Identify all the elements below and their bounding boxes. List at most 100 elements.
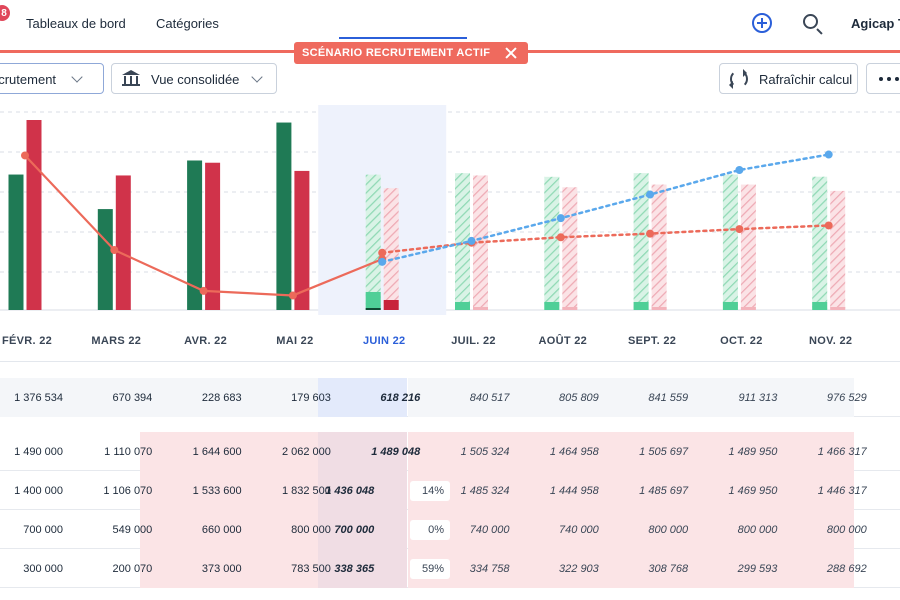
table-cell[interactable]: 783 500 bbox=[291, 562, 331, 575]
table-cell[interactable]: 740 000 bbox=[559, 523, 599, 536]
month-label[interactable]: AOÛT 22 bbox=[538, 335, 588, 347]
table-cell[interactable]: 1 832 500 bbox=[281, 484, 331, 497]
table-cell[interactable]: 1 446 317 bbox=[817, 484, 867, 497]
table-cell[interactable]: 800 000 bbox=[648, 523, 689, 536]
table-cell[interactable]: 911 313 bbox=[738, 391, 778, 404]
bar-expense[interactable] bbox=[205, 162, 221, 310]
table-cell[interactable]: 740 000 bbox=[469, 523, 510, 536]
table-cell[interactable]: 1 469 950 bbox=[728, 484, 778, 497]
month-label[interactable]: JUIN 22 bbox=[362, 335, 406, 347]
table-row[interactable]: 1 400 000 1 106 070 1 533 600 1 832 500 1 43… bbox=[0, 471, 900, 510]
table-cell[interactable]: 1 106 070 bbox=[103, 484, 153, 497]
balance-line-point[interactable] bbox=[110, 246, 119, 254]
table-cell[interactable]: 1 436 048 bbox=[325, 484, 375, 497]
balance-line-point[interactable] bbox=[21, 151, 29, 160]
bar-income[interactable] bbox=[812, 176, 828, 310]
bar-income[interactable] bbox=[97, 209, 113, 310]
table-cell[interactable]: 1 400 000 bbox=[14, 484, 63, 497]
table-cell[interactable]: 670 394 bbox=[112, 391, 153, 404]
forecast-scenario-line-point[interactable] bbox=[735, 166, 744, 174]
bar-income[interactable] bbox=[722, 174, 738, 310]
bar-expense[interactable] bbox=[26, 120, 42, 310]
table-cell[interactable]: 549 000 bbox=[112, 523, 153, 536]
bar-expense[interactable] bbox=[740, 184, 756, 310]
search-icon[interactable] bbox=[803, 14, 818, 29]
table-cell[interactable]: 338 365 bbox=[334, 562, 375, 575]
table-cell[interactable]: 1 464 958 bbox=[549, 445, 599, 458]
notification-badge[interactable]: 8 bbox=[0, 5, 10, 21]
table-cell[interactable]: 1 644 600 bbox=[192, 445, 242, 458]
table-cell[interactable]: 300 000 bbox=[23, 562, 63, 575]
forecast-scenario-line-point[interactable] bbox=[646, 190, 655, 199]
bar-income[interactable] bbox=[544, 176, 560, 310]
month-label[interactable]: MARS 22 bbox=[91, 335, 142, 347]
table-cell[interactable]: 1 533 600 bbox=[192, 484, 242, 497]
brand-name[interactable]: Agicap T bbox=[851, 16, 900, 31]
table-cell[interactable]: 660 000 bbox=[201, 523, 242, 536]
table-cell[interactable]: 800 000 bbox=[291, 523, 331, 536]
table-cell[interactable]: 1 444 958 bbox=[549, 484, 599, 497]
table-cell[interactable]: 1 490 000 bbox=[14, 445, 63, 458]
month-label[interactable]: JUIL. 22 bbox=[451, 335, 496, 347]
table-cell[interactable]: 2 062 000 bbox=[281, 445, 331, 458]
table-cell[interactable]: 322 903 bbox=[559, 562, 599, 575]
table-cell[interactable]: 1 485 697 bbox=[639, 484, 689, 497]
bar-expense[interactable] bbox=[562, 187, 578, 310]
bar-income[interactable] bbox=[365, 174, 381, 310]
bar-income[interactable] bbox=[633, 173, 649, 310]
forecast-scenario-line-point[interactable] bbox=[467, 236, 476, 245]
table-cell[interactable]: 200 070 bbox=[112, 562, 153, 575]
table-row[interactable]: 1 490 000 1 110 070 1 644 600 2 062 000 1 48… bbox=[0, 432, 900, 471]
table-cell[interactable]: 334 758 bbox=[469, 562, 510, 575]
table-cell[interactable]: 1 110 070 bbox=[104, 445, 153, 458]
bar-expense[interactable] bbox=[830, 190, 846, 310]
table-cell[interactable]: 1 489 950 bbox=[728, 445, 778, 458]
table-cell[interactable]: 179 603 bbox=[291, 391, 331, 404]
month-label[interactable]: OCT. 22 bbox=[720, 335, 763, 347]
refresh-calculation-button[interactable]: Rafraîchir calcul bbox=[719, 63, 858, 94]
table-cell[interactable]: 1 505 324 bbox=[460, 445, 510, 458]
close-icon[interactable] bbox=[505, 47, 517, 59]
balance-line-point[interactable] bbox=[288, 291, 297, 300]
scenario-select[interactable]: ecrutement bbox=[0, 63, 104, 94]
table-row[interactable]: 300 000 200 070 373 000 783 500 338 365 334 7… bbox=[0, 549, 900, 588]
forecast-balance-line-point[interactable] bbox=[824, 221, 833, 230]
bar-income[interactable] bbox=[187, 160, 203, 310]
bar-income[interactable] bbox=[8, 174, 24, 310]
more-options-button[interactable] bbox=[866, 63, 900, 94]
view-select[interactable]: Vue consolidée bbox=[111, 63, 277, 94]
table-cell[interactable]: 1 485 324 bbox=[460, 484, 510, 497]
table-cell[interactable]: 228 683 bbox=[201, 391, 242, 404]
table-cell[interactable]: 700 000 bbox=[23, 523, 63, 536]
bar-income[interactable] bbox=[276, 122, 292, 310]
month-label[interactable]: FÉVR. 22 bbox=[1, 335, 53, 347]
table-cell[interactable]: 800 000 bbox=[826, 523, 867, 536]
forecast-scenario-line-point[interactable] bbox=[556, 214, 565, 223]
table-cell[interactable]: 618 216 bbox=[380, 391, 421, 404]
table-cell[interactable]: 700 000 bbox=[334, 523, 375, 536]
balance-line-point[interactable] bbox=[199, 286, 208, 295]
table-cell[interactable]: 1 376 534 bbox=[14, 391, 63, 404]
table-row[interactable]: 700 000 549 000 660 000 800 000 700 000 740 0… bbox=[0, 510, 900, 549]
bar-expense[interactable] bbox=[651, 184, 667, 310]
forecast-balance-line-point[interactable] bbox=[646, 229, 655, 238]
table-cell[interactable]: 976 529 bbox=[826, 391, 867, 404]
forecast-balance-line-point[interactable] bbox=[735, 225, 744, 234]
table-cell[interactable]: 308 768 bbox=[648, 562, 689, 575]
add-circle-icon[interactable] bbox=[752, 13, 772, 33]
forecast-balance-line-point[interactable] bbox=[378, 248, 387, 257]
nav-link-dashboards[interactable]: Tableaux de bord bbox=[26, 16, 126, 31]
table-cell[interactable]: 1 505 697 bbox=[639, 445, 689, 458]
table-cell[interactable]: 288 692 bbox=[826, 562, 867, 575]
table-cell[interactable]: 840 517 bbox=[469, 391, 510, 404]
bar-income[interactable] bbox=[455, 173, 470, 310]
forecast-scenario-line-point[interactable] bbox=[378, 257, 387, 266]
bar-expense[interactable] bbox=[115, 175, 131, 310]
table-row[interactable]: 1 376 534 670 394 228 683 179 603 618 216 840… bbox=[0, 378, 900, 417]
month-label[interactable]: AVR. 22 bbox=[184, 335, 228, 347]
table-cell[interactable]: 805 809 bbox=[559, 391, 599, 404]
bar-expense[interactable] bbox=[294, 170, 310, 310]
month-label[interactable]: MAI 22 bbox=[276, 335, 314, 347]
forecast-scenario-line-point[interactable] bbox=[824, 150, 833, 159]
table-cell[interactable]: 299 593 bbox=[737, 562, 778, 575]
